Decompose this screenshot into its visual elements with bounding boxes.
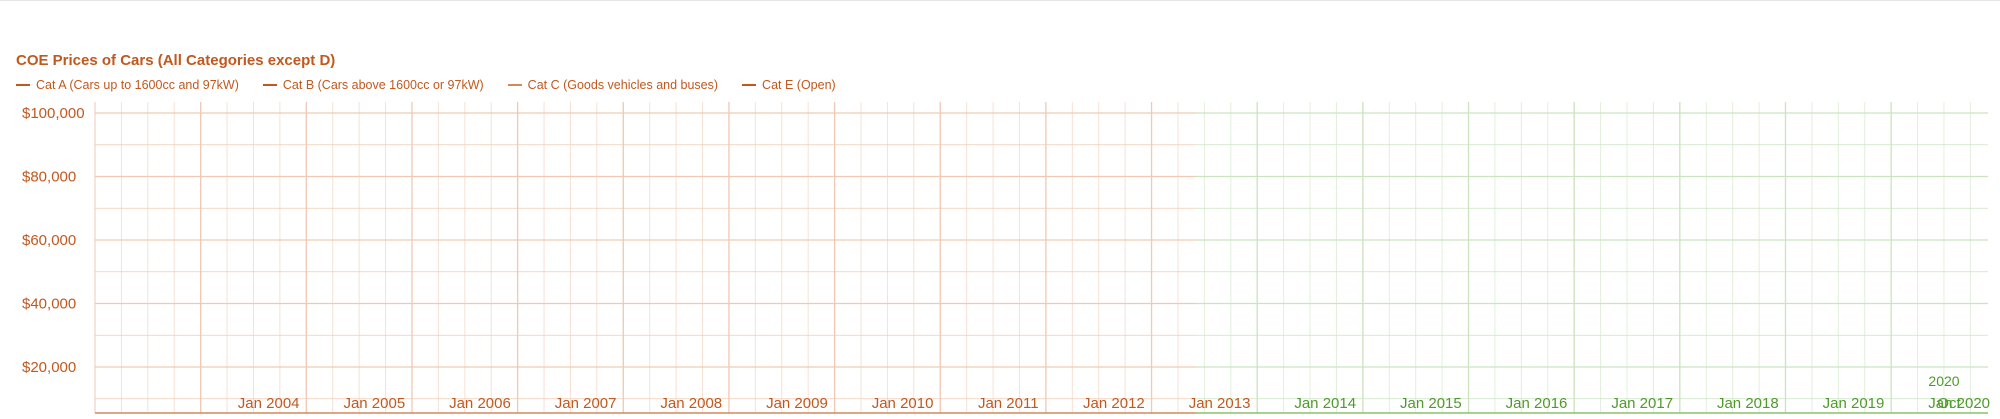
- x-tick-label: Jan 2020: [1928, 395, 1990, 412]
- legend-swatch-cat-a: [16, 84, 30, 86]
- range-selector-month: Oct: [1937, 395, 1961, 412]
- x-tick-label: Jan 2014: [1294, 395, 1356, 412]
- legend-label-cat-a: Cat A (Cars up to 1600cc and 97kW): [36, 78, 239, 92]
- x-tick-label: Jan 2007: [555, 395, 617, 412]
- x-tick-label: Jan 2019: [1823, 395, 1885, 412]
- y-tick-label: $60,000: [22, 232, 76, 249]
- legend-label-cat-c: Cat C (Goods vehicles and buses): [527, 78, 719, 92]
- legend-swatch-cat-e: [742, 84, 757, 86]
- chart-legend: Cat A (Cars up to 1600cc and 97kW) Cat B…: [16, 77, 860, 93]
- legend-item-cat-b[interactable]: Cat B (Cars above 1600cc or 97kW): [262, 78, 484, 92]
- x-tick-label: Jan 2018: [1717, 395, 1779, 412]
- x-tick-label: Jan 2008: [660, 395, 722, 412]
- x-tick-label: Jan 2005: [343, 395, 405, 412]
- x-tick-label: Jan 2011: [978, 395, 1039, 412]
- x-tick-label: Jan 2006: [449, 395, 511, 412]
- legend-swatch-cat-b: [262, 84, 277, 86]
- x-tick-label: Jan 2016: [1506, 395, 1568, 412]
- y-tick-label: $100,000: [22, 105, 85, 122]
- chart-title: COE Prices of Cars (All Categories excep…: [16, 52, 336, 69]
- x-tick-label: Jan 2004: [238, 395, 300, 412]
- x-tick-label: Jan 2012: [1083, 395, 1145, 412]
- x-tick-label: Jan 2015: [1400, 395, 1462, 412]
- y-tick-label: $20,000: [22, 359, 76, 376]
- x-tick-label: Jan 2013: [1189, 395, 1251, 412]
- top-border: [0, 0, 2000, 1]
- legend-label-cat-e: Cat E (Open): [762, 78, 836, 92]
- y-tick-label: $40,000: [22, 296, 76, 313]
- legend-item-cat-a[interactable]: Cat A (Cars up to 1600cc and 97kW): [16, 78, 239, 92]
- x-tick-label: Jan 2017: [1611, 395, 1673, 412]
- legend-item-cat-c[interactable]: Cat C (Goods vehicles and buses): [507, 78, 719, 92]
- x-tick-label: Jan 2010: [872, 395, 934, 412]
- legend-swatch-cat-c: [507, 84, 522, 86]
- legend-label-cat-b: Cat B (Cars above 1600cc or 97kW): [282, 78, 484, 92]
- x-tick-label: Jan 2009: [766, 395, 828, 412]
- y-tick-label: $80,000: [22, 169, 76, 186]
- legend-item-cat-e[interactable]: Cat E (Open): [742, 78, 836, 92]
- range-selector-year: 2020: [1928, 373, 1959, 389]
